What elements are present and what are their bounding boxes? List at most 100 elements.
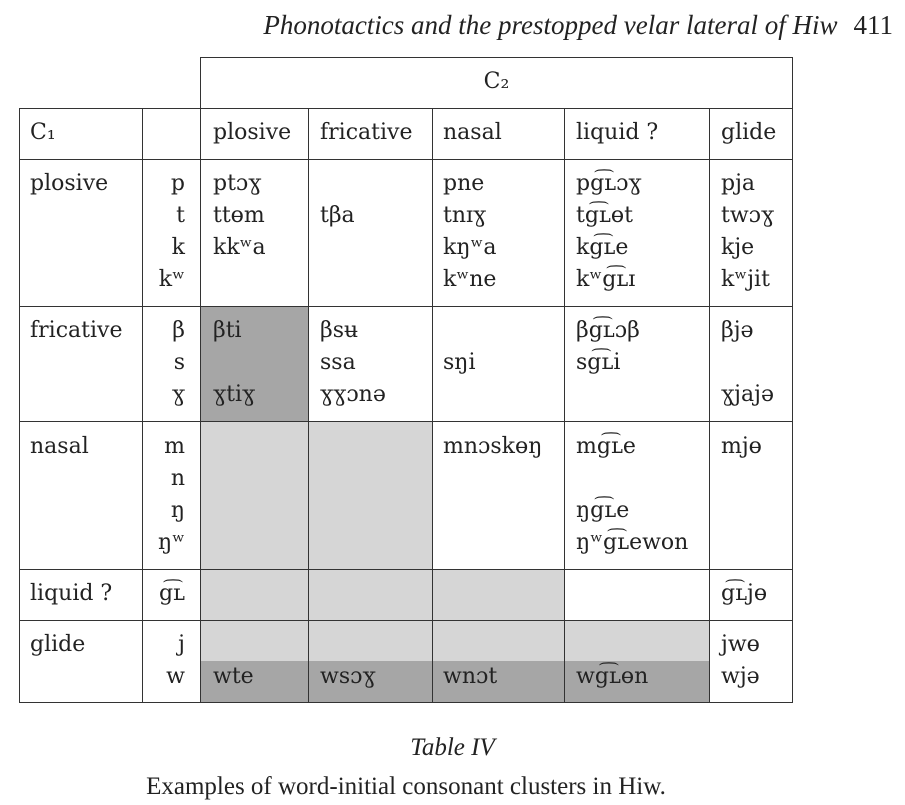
cluster-example xyxy=(213,629,254,661)
cluster-example: ɣɣɔnə xyxy=(320,382,386,407)
vrule-left xyxy=(19,108,20,703)
cluster-cell: mg͡ʟe ŋg͡ʟe ŋʷg͡ʟewon xyxy=(576,431,688,559)
consonant: k xyxy=(171,235,185,260)
cluster-example xyxy=(443,315,476,347)
c2-col-plosive: plosive xyxy=(213,120,292,145)
consonant: w xyxy=(166,664,185,689)
cluster-example: pg͡ʟɔɣ xyxy=(576,171,642,196)
c2-label: C₂ xyxy=(483,69,510,94)
shade-fricative-plosive xyxy=(200,306,308,421)
cluster-example: βti xyxy=(213,318,242,343)
cluster-example: βsʉ xyxy=(320,318,359,343)
consonant-list: β s ɣ xyxy=(144,315,185,411)
cluster-cell: βsʉ ssa ɣɣɔnə xyxy=(320,315,386,411)
rule-row-4 xyxy=(19,620,793,621)
shade-liquid-nasal xyxy=(432,569,564,620)
shade-glide-w-nasal xyxy=(432,661,564,702)
cluster-example: βg͡ʟɔβ xyxy=(576,318,640,343)
shade-glide-j-fricative xyxy=(308,620,432,661)
cluster-cell: ptɔɣ ttɵm kkʷa xyxy=(213,168,266,264)
consonant: s xyxy=(173,350,185,375)
cluster-cell: jwɵ wjə xyxy=(721,629,760,693)
vrule-glide xyxy=(709,108,710,703)
vrule-fricative xyxy=(308,108,309,703)
cluster-cell: mjɵ xyxy=(721,431,762,463)
cluster-example: twɔɣ xyxy=(721,203,775,228)
cluster-example: wjə xyxy=(721,664,760,689)
consonant: n xyxy=(170,466,185,491)
cluster-cell: βti ɣtiɣ xyxy=(213,315,255,411)
cluster-cell: pja twɔɣ kje kʷjit xyxy=(721,168,774,296)
vrule-plosive xyxy=(200,57,201,703)
cluster-cell: wsɔɣ xyxy=(320,629,376,693)
cluster-example: kʷne xyxy=(443,267,497,292)
consonant: ɣ xyxy=(171,382,185,407)
cluster-example: sŋi xyxy=(443,350,476,375)
consonant: g͡ʟ xyxy=(158,581,185,606)
cluster-cell: wte xyxy=(213,629,254,693)
rule-below-c1 xyxy=(19,159,793,160)
table-caption: Examples of word-initial consonant clust… xyxy=(146,773,666,800)
consonant: m xyxy=(164,434,185,459)
cluster-example: ssa xyxy=(320,350,356,375)
vrule-nasal xyxy=(432,108,433,703)
consonant: ŋʷ xyxy=(157,530,185,555)
consonant: p xyxy=(170,171,185,196)
cluster-example: ɣtiɣ xyxy=(213,382,256,407)
row-category-plosive: plosive xyxy=(30,171,109,196)
cluster-example: wsɔɣ xyxy=(320,664,376,689)
shade-liquid-plosive xyxy=(200,569,308,620)
rule-bottom xyxy=(19,702,793,703)
consonant: β xyxy=(172,318,185,343)
consonant-list: m n ŋ ŋʷ xyxy=(144,431,185,559)
rule-below-c2 xyxy=(19,108,793,109)
shade-nasal-plosive xyxy=(200,421,308,569)
running-header: Phonotactics and the prestopped velar la… xyxy=(263,8,893,42)
cluster-example: wte xyxy=(213,664,254,689)
row-category-glide: glide xyxy=(30,632,86,657)
cluster-example: wnɔt xyxy=(443,664,498,689)
shade-glide-w-plosive xyxy=(200,661,308,702)
c2-col-glide: glide xyxy=(721,120,777,145)
consonant: kʷ xyxy=(158,267,185,292)
cluster-example: kʷg͡ʟɪ xyxy=(576,267,636,292)
rule-row-1 xyxy=(19,306,793,307)
c1-label: C₁ xyxy=(30,120,56,145)
rule-row-3 xyxy=(19,569,793,570)
shade-glide-j-liquid xyxy=(564,620,709,661)
cluster-example: kʷjit xyxy=(721,267,770,292)
cluster-example xyxy=(320,168,355,200)
cluster-example: tg͡ʟɵt xyxy=(576,203,633,228)
cluster-cell: wnɔt xyxy=(443,629,497,693)
row-category-liquid: liquid ? xyxy=(30,581,113,606)
consonant-list: j w xyxy=(144,629,185,693)
cluster-example: mjɵ xyxy=(721,434,762,459)
consonant-list: p t k kʷ xyxy=(144,168,185,296)
row-category-fricative: fricative xyxy=(30,318,123,343)
cluster-example: wg͡ʟɵn xyxy=(576,664,649,689)
cluster-example: tβa xyxy=(320,203,355,228)
cluster-example: kkʷa xyxy=(213,235,266,260)
cluster-example: mg͡ʟe xyxy=(576,434,636,459)
cluster-example: ttɵm xyxy=(213,203,265,228)
cluster-example: g͡ʟjɵ xyxy=(721,581,768,606)
consonant: ŋ xyxy=(170,498,185,523)
page-number: 411 xyxy=(853,10,894,40)
cluster-example xyxy=(721,347,774,379)
consonant-list: g͡ʟ xyxy=(144,578,185,610)
shade-glide-w-liquid xyxy=(564,661,709,702)
vrule-right xyxy=(792,57,793,703)
cluster-example xyxy=(576,463,688,495)
cluster-example: pja xyxy=(721,171,756,196)
cluster-example: ɣjajə xyxy=(721,382,774,407)
cluster-example: ptɔɣ xyxy=(213,171,262,196)
cluster-cell: βjə ɣjajə xyxy=(721,315,774,411)
c2-col-nasal: nasal xyxy=(443,120,502,145)
cluster-cell: g͡ʟjɵ xyxy=(721,578,767,610)
cluster-cell: mnɔskɵŋ xyxy=(443,431,542,463)
cluster-example xyxy=(576,629,648,661)
vrule-liquid xyxy=(564,108,565,703)
cluster-example: kje xyxy=(721,235,755,260)
cluster-example: mnɔskɵŋ xyxy=(443,434,543,459)
